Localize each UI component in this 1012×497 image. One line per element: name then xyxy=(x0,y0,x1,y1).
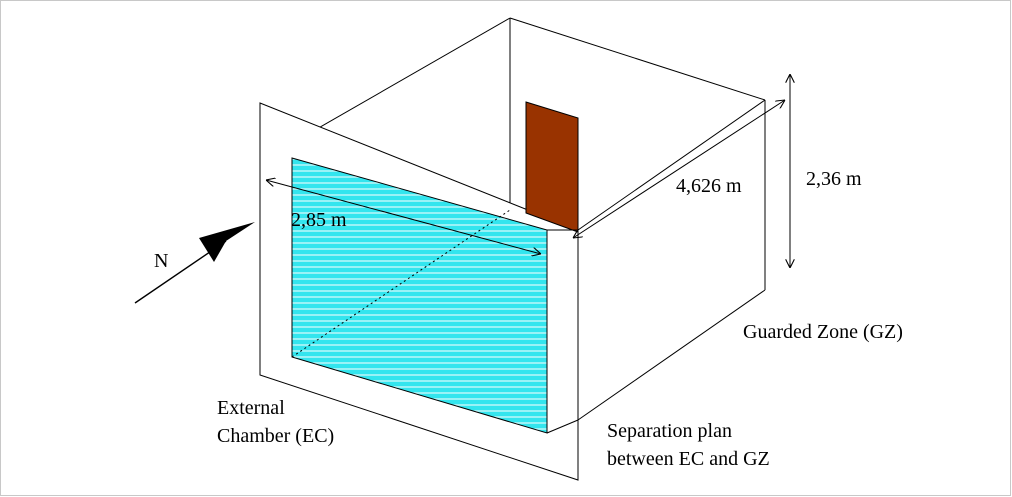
window-bottom-edge-join xyxy=(546,419,579,434)
separation-plan-label-line2: between EC and GZ xyxy=(607,448,770,470)
door xyxy=(525,101,579,233)
height-dimension-label: 2,36 m xyxy=(806,168,862,190)
guarded-zone-label: Guarded Zone (GZ) xyxy=(743,321,903,343)
hidden-diagonal-edge xyxy=(291,209,511,358)
separation-plan-label-line1: Separation plan xyxy=(607,420,732,442)
box-top-front-edge xyxy=(577,99,766,231)
box-bottom-right-edge xyxy=(577,289,766,421)
external-chamber-label-line1: External xyxy=(217,397,285,419)
depth-dimension-arrow xyxy=(573,100,785,238)
width-dimension-arrow xyxy=(266,180,541,254)
external-chamber-label-line2: Chamber (EC) xyxy=(217,425,334,447)
width-dimension-label: 2,85 m xyxy=(291,209,347,231)
box-top-back-edge xyxy=(509,17,766,101)
north-arrow-head xyxy=(199,222,255,262)
box-top-left-edge xyxy=(314,17,511,131)
depth-dimension-label: 4,626 m xyxy=(676,175,742,197)
north-label: N xyxy=(154,250,168,272)
north-arrow-icon xyxy=(134,222,255,304)
